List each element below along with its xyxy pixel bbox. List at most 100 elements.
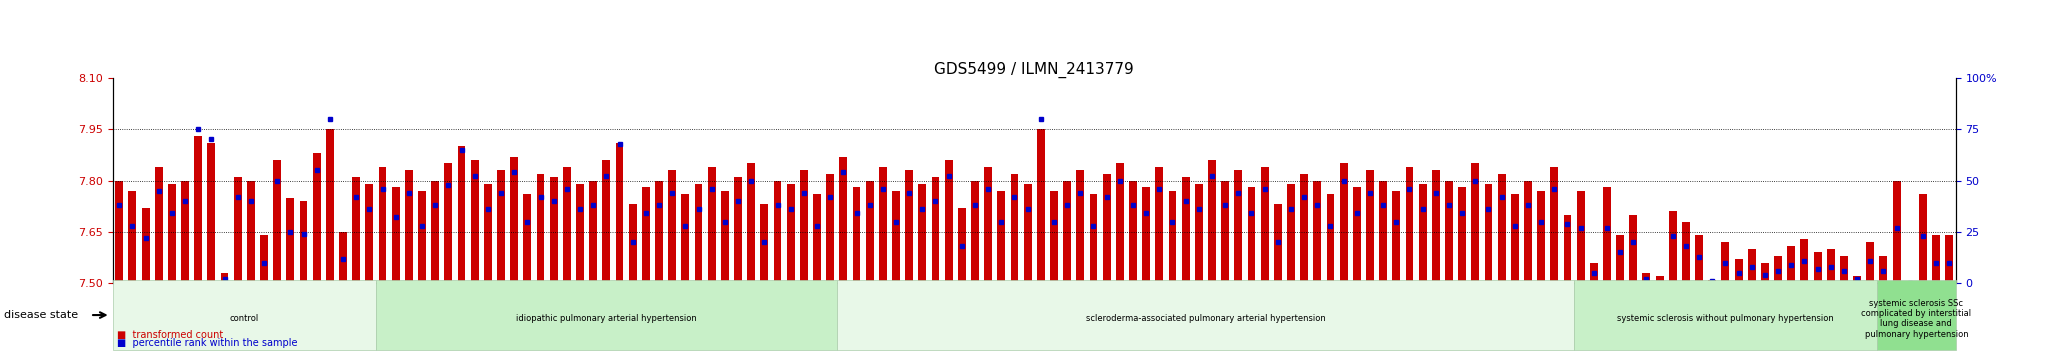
Bar — [1853, 276, 1862, 283]
Bar — [180, 181, 188, 283]
Bar — [457, 146, 465, 283]
Bar — [340, 232, 346, 283]
Bar — [958, 208, 967, 283]
Bar — [1931, 235, 1939, 283]
Bar — [1077, 170, 1083, 283]
Bar — [813, 194, 821, 283]
Bar — [1155, 167, 1163, 283]
Bar — [1143, 187, 1151, 283]
Bar — [1128, 181, 1137, 283]
Bar — [918, 184, 926, 283]
Bar — [141, 208, 150, 283]
Bar — [352, 177, 360, 283]
FancyBboxPatch shape — [1876, 280, 1956, 350]
Bar — [1327, 194, 1335, 283]
Bar — [1458, 187, 1466, 283]
Bar — [299, 201, 307, 283]
Bar — [602, 160, 610, 283]
Bar — [1208, 160, 1217, 283]
Bar — [418, 191, 426, 283]
Bar — [406, 170, 414, 283]
Bar — [1393, 191, 1401, 283]
Bar — [575, 184, 584, 283]
Bar — [616, 143, 623, 283]
Bar — [1550, 167, 1559, 283]
Bar — [852, 187, 860, 283]
Bar — [1946, 235, 1954, 283]
Text: systemic sclerosis SSc
complicated by interstitial
lung disease and
pulmonary hy: systemic sclerosis SSc complicated by in… — [1862, 298, 1972, 339]
Bar — [248, 181, 254, 283]
Bar — [1102, 174, 1110, 283]
Bar — [524, 194, 530, 283]
Bar — [221, 273, 229, 283]
Bar — [866, 181, 874, 283]
Bar — [1747, 249, 1755, 283]
Text: idiopathic pulmonary arterial hypertension: idiopathic pulmonary arterial hypertensi… — [516, 314, 696, 323]
Bar — [629, 205, 637, 283]
Bar — [1182, 177, 1190, 283]
Bar — [432, 181, 438, 283]
Bar — [733, 177, 741, 283]
Text: ■  transformed count: ■ transformed count — [117, 330, 223, 339]
Bar — [1116, 164, 1124, 283]
Bar — [537, 174, 545, 283]
Bar — [748, 164, 756, 283]
Bar — [1630, 215, 1636, 283]
Bar — [1774, 256, 1782, 283]
Bar — [156, 167, 162, 283]
Bar — [893, 191, 899, 283]
Bar — [1681, 222, 1690, 283]
Text: systemic sclerosis without pulmonary hypertension: systemic sclerosis without pulmonary hyp… — [1618, 314, 1833, 323]
Bar — [1696, 235, 1704, 283]
Bar — [655, 181, 664, 283]
Bar — [313, 153, 322, 283]
Bar — [971, 181, 979, 283]
Bar — [1669, 211, 1677, 283]
Bar — [287, 198, 295, 283]
Bar — [932, 177, 940, 283]
Bar — [1616, 235, 1624, 283]
Bar — [1339, 164, 1348, 283]
Bar — [1538, 191, 1544, 283]
Bar — [1642, 273, 1651, 283]
Bar — [1313, 181, 1321, 283]
Bar — [1354, 187, 1360, 283]
Bar — [1800, 239, 1808, 283]
Bar — [444, 164, 453, 283]
Bar — [641, 187, 649, 283]
Bar — [272, 160, 281, 283]
Bar — [1604, 187, 1612, 283]
Bar — [760, 205, 768, 283]
Bar — [1470, 164, 1479, 283]
Bar — [483, 184, 492, 283]
Bar — [1194, 184, 1202, 283]
Bar — [1010, 174, 1018, 283]
Bar — [1090, 194, 1098, 283]
Bar — [801, 170, 807, 283]
Bar — [1655, 276, 1663, 283]
Bar — [997, 191, 1006, 283]
Bar — [1919, 194, 1927, 283]
Bar — [168, 184, 176, 283]
Bar — [774, 181, 782, 283]
Bar — [498, 170, 506, 283]
Bar — [1247, 187, 1255, 283]
FancyBboxPatch shape — [1575, 280, 1876, 350]
Bar — [115, 181, 123, 283]
Bar — [905, 170, 913, 283]
Bar — [682, 194, 690, 283]
Bar — [1892, 181, 1901, 283]
Bar — [944, 160, 952, 283]
Bar — [1262, 167, 1268, 283]
Bar — [786, 184, 795, 283]
Bar — [1815, 252, 1821, 283]
Bar — [1286, 184, 1294, 283]
Bar — [1024, 184, 1032, 283]
Bar — [1839, 256, 1847, 283]
Bar — [1866, 242, 1874, 283]
Bar — [510, 156, 518, 283]
Bar — [1497, 174, 1505, 283]
Bar — [1827, 249, 1835, 283]
Bar — [563, 167, 571, 283]
FancyBboxPatch shape — [838, 280, 1575, 350]
